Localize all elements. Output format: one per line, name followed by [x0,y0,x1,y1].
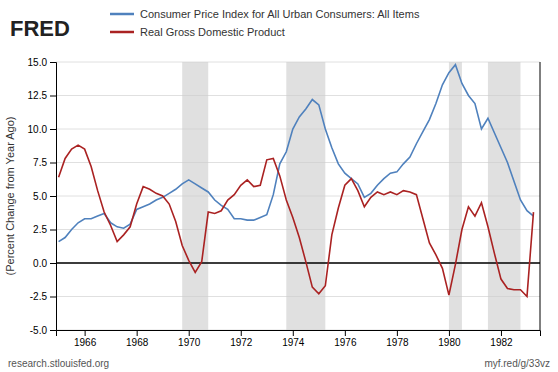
y-tick: 15.0 [28,57,56,68]
x-tick-label: 1966 [74,337,97,348]
x-tick: 1972 [230,330,253,348]
y-tick-label: 5.0 [33,191,47,202]
grid-line [56,263,540,264]
y-tick-label: 0.0 [33,258,47,269]
x-tick: 1966 [74,330,97,348]
y-tick-mark [50,96,56,97]
x-tick-mark [137,330,138,336]
x-tick: 1982 [490,330,513,348]
x-tick: 1968 [126,330,149,348]
y-tick-label: 12.5 [28,90,48,101]
x-tick-label: 1968 [126,337,149,348]
x-tick: 1970 [178,330,201,348]
y-tick: 0.0 [33,258,56,269]
y-tick: 5.0 [33,191,56,202]
y-tick-label: 10.0 [28,124,48,135]
shaded-range [286,62,325,330]
y-axis-line [50,63,57,331]
y-tick: 10.0 [28,124,56,135]
footer-right: myf.red/g/33vz [484,358,550,369]
x-tick-label: 1980 [438,337,461,348]
series-line [59,65,534,242]
y-tick-label: -2.5 [30,291,48,302]
y-tick-label: 15.0 [28,57,48,68]
legend-item: Real Gross Domestic Product [110,26,285,38]
y-tick-mark [50,330,56,331]
y-tick: 2.5 [33,224,56,235]
x-tick-label: 1974 [282,337,305,348]
y-tick-mark [50,230,56,231]
shaded-range [182,62,208,330]
y-tick-mark [50,163,56,164]
y-tick: -5.0 [30,325,56,336]
plot-area: 1966 1968 1970 1972 1974 1976 1978 1980 1982 -5.0… [28,57,541,348]
x-tick-mark [397,330,398,336]
x-axis-line [57,331,541,337]
x-tick-mark [241,330,242,336]
y-tick-mark [50,62,56,63]
x-tick-mark [189,330,190,336]
legend: Consumer Price Index for All Urban Consu… [110,8,420,38]
x-tick-mark [293,330,294,336]
y-axis-title: (Percent Change from Year Ago) [4,117,16,276]
reference-line [56,262,540,264]
x-tick-mark [345,330,346,336]
x-tick-mark [449,330,450,336]
y-axis: -5.0 -2.5 0.0 2.5 5.0 7.5 10.0 12.5 15.0 [28,57,57,336]
y-tick: -2.5 [30,291,56,302]
legend-item: Consumer Price Index for All Urban Consu… [110,8,420,20]
x-tick-mark [501,330,502,336]
x-tick-label: 1970 [178,337,201,348]
x-tick: 1974 [282,330,305,348]
legend-label: Real Gross Domestic Product [140,26,285,38]
y-tick: 7.5 [33,157,56,168]
series-line [59,145,534,296]
x-tick: 1976 [334,330,357,348]
shaded-range [449,62,462,330]
x-axis: 1966 1968 1970 1972 1974 1976 1978 1980 1982 [57,330,541,348]
x-tick: 1980 [438,330,461,348]
chart-svg: 1966 1968 1970 1972 1974 1976 1978 1980 1982 -5.0… [0,0,558,372]
y-tick-label: -5.0 [30,325,48,336]
x-tick-label: 1982 [490,337,513,348]
x-tick-label: 1972 [230,337,253,348]
legend-label: Consumer Price Index for All Urban Consu… [140,8,420,20]
y-tick-mark [50,297,56,298]
x-tick-label: 1978 [386,337,409,348]
footer-left: research.stlouisfed.org [8,358,109,369]
y-tick-mark [50,263,56,264]
y-tick: 12.5 [28,90,56,101]
y-tick-label: 7.5 [33,157,47,168]
grid [56,62,540,330]
marks [56,62,540,330]
y-tick-mark [50,129,56,130]
plot-frame [540,62,541,330]
legend-swatch [110,31,134,34]
legend-swatch [110,13,134,16]
x-tick: 1978 [386,330,409,348]
header-logo: FRED [10,16,70,41]
x-tick-label: 1976 [334,337,357,348]
y-tick-mark [50,196,56,197]
y-tick-label: 2.5 [33,224,47,235]
x-tick-mark [85,330,86,336]
